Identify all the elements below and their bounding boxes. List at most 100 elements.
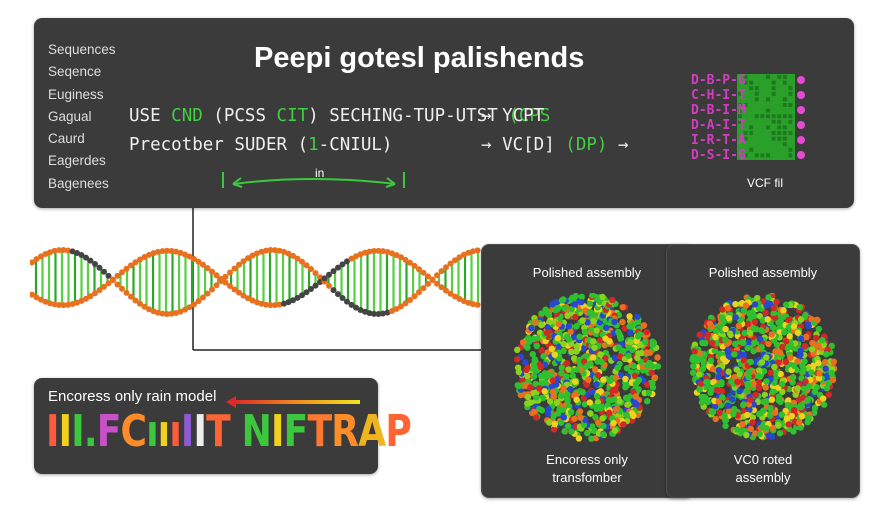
cluster-dot [813,384,820,391]
cluster-dot [770,309,778,317]
cluster-dot [808,369,815,376]
helix-bead [83,254,89,261]
cluster-dot [787,341,794,348]
cluster-dot [573,343,580,350]
helix-bead [276,301,283,308]
cluster-dot [541,388,548,395]
vcf-cell [782,97,787,102]
cluster-dot [597,388,604,395]
helix-bead [366,248,373,255]
helix-bead [353,253,359,260]
logo-letter: T [307,406,332,457]
helix-bead [407,296,413,303]
cluster-dot [690,362,697,370]
cluster-dot [744,380,752,388]
cluster-dot [773,298,780,306]
helix-bead [191,301,197,308]
cluster-dot [769,424,776,431]
logo-letter: R [331,406,359,457]
cluster-dot [580,421,588,429]
cluster-dot [719,355,727,362]
cluster-dot [787,354,794,361]
cluster-dot [594,398,602,406]
cluster-dot [771,409,779,416]
cluster-dot [739,421,746,428]
cluster-dot [571,415,578,422]
cluster-dot [712,327,720,335]
cluster-dot [712,333,719,341]
cluster-dot [731,405,738,413]
cluster-dot [522,358,529,366]
cluster-dot [538,380,545,387]
cluster-dot [802,378,809,385]
cluster-dot [794,329,802,336]
pipeline-panel: Peepi gotesl palishends Sequences Seqence… [34,18,854,208]
cluster-dot [583,381,590,389]
cluster-dot [744,339,752,347]
cluster-dot [597,351,604,358]
cluster-dot [593,380,600,388]
cluster-dot [815,342,822,349]
vcf-cell [738,114,742,119]
helix-bead [33,256,40,263]
encoder-model-title: Encoress only rain model [48,388,217,405]
cluster-dot [631,372,639,380]
vcf-cell [749,80,754,85]
cluster-dot [785,421,792,428]
helix-bead [425,280,431,287]
cluster-dot [722,422,729,430]
vcf-cell [777,125,782,130]
vcf-marker [797,151,805,159]
helix-bead [164,310,170,317]
sequence-list-item: Bagenees [48,175,109,191]
vcf-cell [788,147,793,152]
helix-bead [321,275,328,282]
cluster-dot [744,411,751,419]
cluster-dot [648,369,655,377]
cluster-dot [823,351,830,358]
helix-bead [200,294,206,301]
cluster-dot [532,380,539,388]
cluster-dot [758,424,766,431]
cluster-dot [804,397,811,404]
cluster-dot [560,414,568,421]
logo-letter: C [120,406,147,457]
cluster-dot [600,376,607,383]
cluster-dot [736,387,743,395]
helix-bead [263,247,269,254]
cluster-dot [516,382,523,390]
pipeline-step-2: Precotber SUDER (1-CNIUL) [129,135,393,155]
helix-bead [294,294,301,301]
cluster-dot [560,406,567,414]
cluster-dot [825,391,833,398]
cluster-dot [709,365,717,373]
helix-bead [263,301,269,308]
vcf-cell [766,125,770,130]
cluster-dot [704,398,712,406]
cluster-dot [724,349,732,356]
helix-bead [470,301,476,308]
cluster-dot [750,401,757,408]
cluster-dot [635,386,642,393]
cluster-dot [565,322,572,330]
cluster-dot [790,406,798,414]
cluster-dot [765,294,772,301]
logo-letter: . [83,406,98,457]
cluster-dot [614,364,622,371]
cluster-dot [542,306,549,313]
cluster-dot [725,315,733,322]
helix-bead [339,295,346,302]
cluster-dot [584,319,591,326]
vcf-cell [777,119,782,124]
cluster-dot [697,380,705,388]
helix-bead [141,303,148,310]
cluster-dot [593,403,600,411]
vcf-cell [743,80,748,85]
cluster-dot [816,370,823,377]
cluster-dot [752,391,759,399]
cluster-dot [567,408,575,416]
assembly-right-caption: VC0 roted assembly [733,452,793,485]
cluster-dot [576,333,583,340]
helix-bead [389,308,395,315]
cluster-dot [573,396,580,403]
